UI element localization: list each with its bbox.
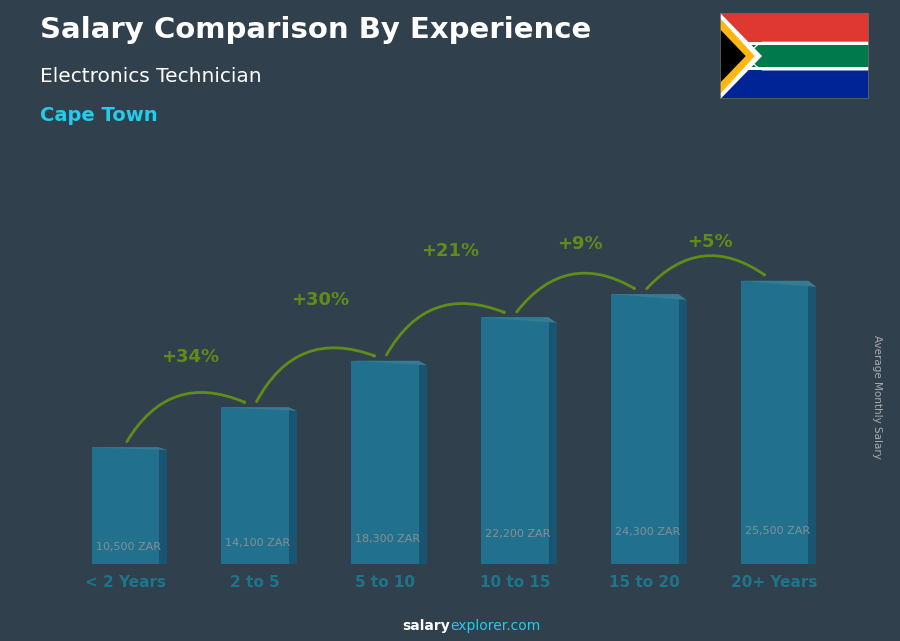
Polygon shape <box>351 361 427 365</box>
Bar <box>720 46 868 67</box>
FancyArrowPatch shape <box>386 303 504 355</box>
Bar <box>221 408 289 564</box>
Bar <box>482 317 549 564</box>
Bar <box>418 365 427 564</box>
Bar <box>720 71 868 99</box>
Bar <box>351 361 418 564</box>
Text: +5%: +5% <box>687 233 733 251</box>
Bar <box>720 42 868 71</box>
Polygon shape <box>720 29 746 83</box>
Polygon shape <box>92 447 167 450</box>
Polygon shape <box>720 18 754 94</box>
Polygon shape <box>611 294 687 300</box>
Polygon shape <box>482 317 557 323</box>
Text: +30%: +30% <box>291 290 349 309</box>
Polygon shape <box>741 281 816 287</box>
Text: 25,500 ZAR: 25,500 ZAR <box>744 526 810 536</box>
Bar <box>808 287 816 564</box>
Text: salary: salary <box>402 619 450 633</box>
Polygon shape <box>746 42 868 56</box>
Text: 14,100 ZAR: 14,100 ZAR <box>225 538 291 549</box>
Bar <box>289 411 297 564</box>
FancyArrowPatch shape <box>127 392 245 442</box>
Bar <box>611 294 679 564</box>
FancyArrowPatch shape <box>256 348 374 402</box>
Bar <box>92 447 159 564</box>
Polygon shape <box>221 408 297 411</box>
Text: 24,300 ZAR: 24,300 ZAR <box>615 527 680 537</box>
Text: +21%: +21% <box>421 242 479 260</box>
Bar <box>159 450 167 564</box>
Bar <box>720 13 868 42</box>
Text: explorer.com: explorer.com <box>450 619 540 633</box>
Text: +34%: +34% <box>161 349 220 367</box>
FancyArrowPatch shape <box>646 256 764 288</box>
FancyArrowPatch shape <box>517 273 634 312</box>
Polygon shape <box>720 13 762 99</box>
Text: Cape Town: Cape Town <box>40 106 158 125</box>
Bar <box>741 281 808 564</box>
Text: Salary Comparison By Experience: Salary Comparison By Experience <box>40 16 592 44</box>
Text: 22,200 ZAR: 22,200 ZAR <box>485 529 551 540</box>
Text: Average Monthly Salary: Average Monthly Salary <box>872 335 883 460</box>
Bar <box>679 300 687 564</box>
Text: +9%: +9% <box>557 235 603 253</box>
Bar <box>549 323 557 564</box>
Polygon shape <box>746 56 868 71</box>
Text: 10,500 ZAR: 10,500 ZAR <box>95 542 160 553</box>
Text: 18,300 ZAR: 18,300 ZAR <box>356 534 420 544</box>
Text: Electronics Technician: Electronics Technician <box>40 67 262 87</box>
